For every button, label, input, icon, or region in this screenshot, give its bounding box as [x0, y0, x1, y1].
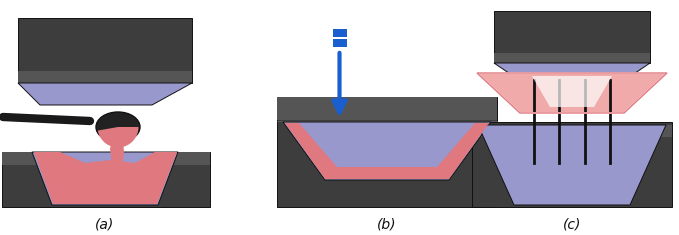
Text: (b): (b) — [378, 218, 397, 232]
Text: (c): (c) — [563, 218, 581, 232]
Text: (a): (a) — [95, 218, 115, 232]
Polygon shape — [283, 122, 491, 180]
Polygon shape — [285, 123, 489, 179]
Polygon shape — [477, 73, 667, 113]
Polygon shape — [494, 63, 650, 82]
Polygon shape — [18, 83, 192, 105]
Ellipse shape — [96, 112, 140, 142]
Polygon shape — [478, 125, 666, 205]
Polygon shape — [532, 76, 612, 107]
Polygon shape — [110, 140, 126, 199]
Bar — [333, 39, 346, 47]
Bar — [333, 29, 346, 37]
Polygon shape — [34, 152, 177, 204]
Bar — [494, 11, 650, 63]
Wedge shape — [98, 127, 139, 148]
Bar — [18, 18, 192, 83]
Bar — [494, 53, 650, 63]
Bar — [18, 71, 192, 83]
Bar — [277, 97, 497, 108]
Bar — [472, 122, 672, 207]
Bar — [2, 152, 210, 165]
Bar — [472, 125, 672, 137]
Bar — [277, 108, 497, 120]
Bar — [277, 97, 497, 207]
Polygon shape — [32, 152, 178, 205]
Bar — [2, 152, 210, 207]
